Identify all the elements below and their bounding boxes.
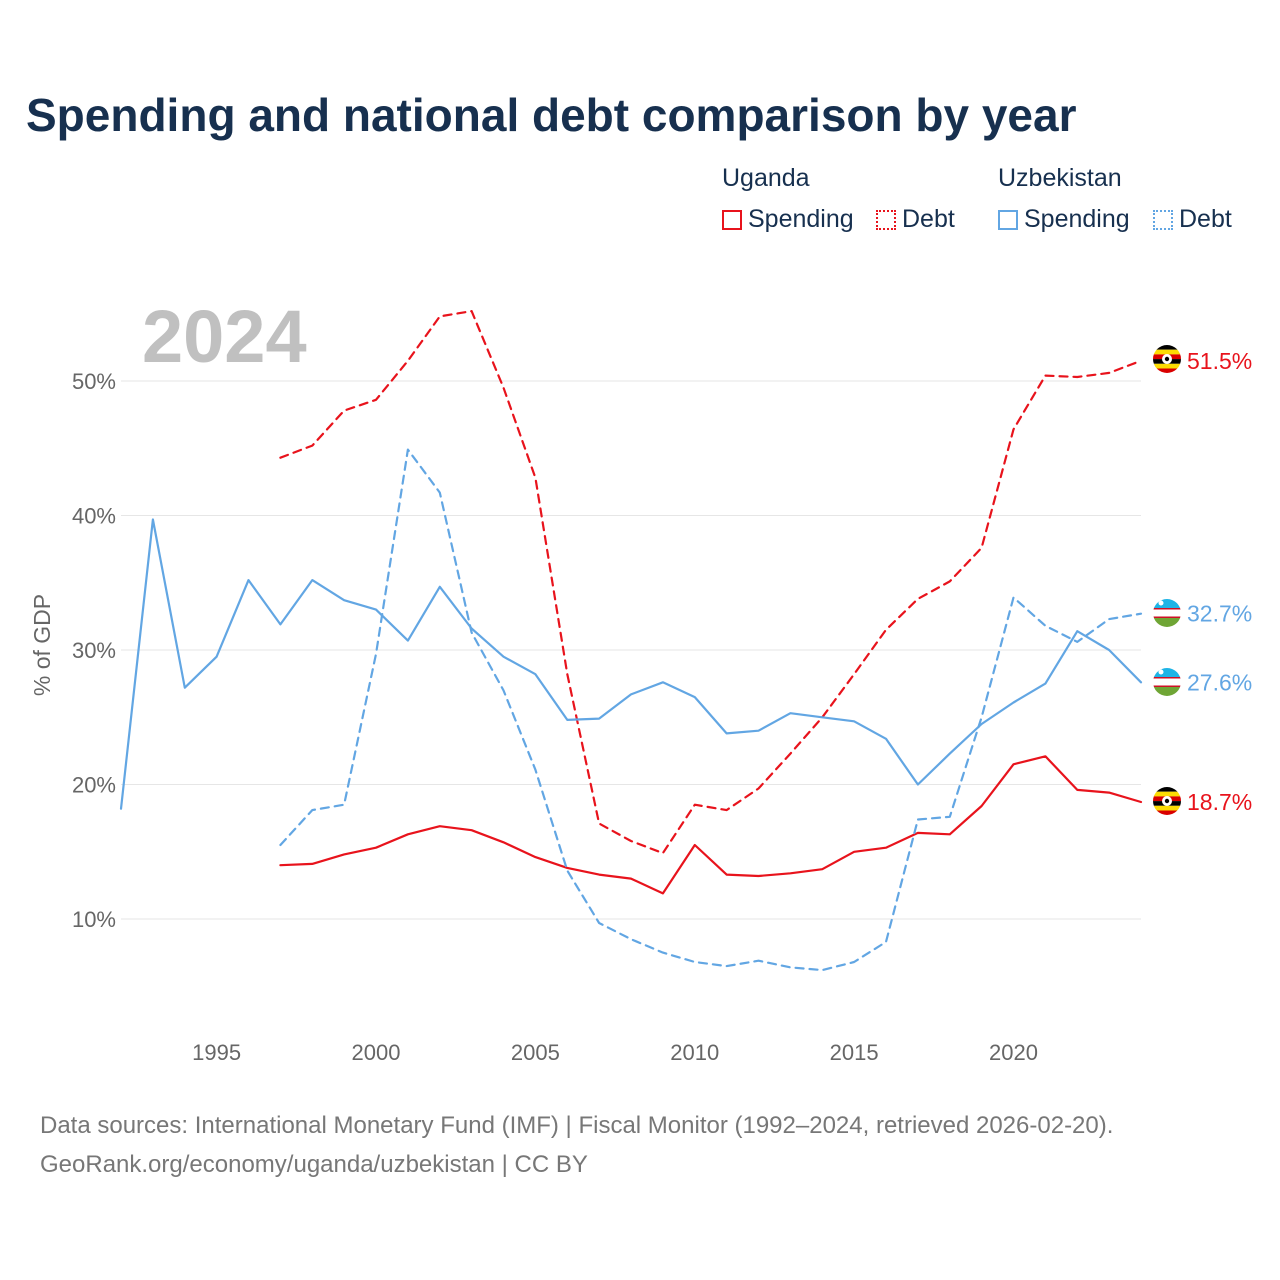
year-watermark: 2024 — [142, 295, 307, 378]
legend-uganda-spending-label: Spending — [748, 205, 854, 233]
legend-group-uganda: Uganda — [722, 164, 810, 192]
y-tick-label: 10% — [72, 907, 116, 932]
end-value-label: 32.7% — [1187, 601, 1252, 627]
legend-uganda-debt-label: Debt — [902, 205, 955, 233]
line-chart: 2024 % of GDP 10% 20% 30% 40% 50% 1995 2000 200… — [29, 295, 1252, 1065]
legend-uganda-debt[interactable]: Debt — [876, 205, 955, 234]
legend-uzbekistan-spending-swatch — [998, 209, 1018, 230]
data-sources-line-2[interactable]: GeoRank.org/economy/uganda/uzbekistan | … — [40, 1151, 588, 1178]
uganda-flag-icon — [1153, 345, 1181, 373]
x-tick-label: 2005 — [511, 1040, 560, 1065]
series-line-uzbekistan-debt[interactable] — [279, 448, 1143, 972]
flag-markers — [1153, 345, 1181, 815]
legend-group-uzbekistan: Uzbekistan — [998, 164, 1122, 192]
legend-uzbekistan-spending[interactable]: Spending — [998, 205, 1130, 234]
end-value-label: 18.7% — [1187, 789, 1252, 815]
legend-uzbekistan-debt-swatch — [1153, 209, 1173, 230]
series-line-uganda-debt[interactable] — [279, 310, 1143, 855]
data-sources: Data sources: International Monetary Fun… — [40, 1106, 1113, 1184]
legend-uzbekistan-debt[interactable]: Debt — [1153, 205, 1232, 234]
legend-uganda-spending-swatch — [722, 209, 742, 230]
legend-uzbekistan-spending-label: Spending — [1024, 205, 1130, 233]
x-tick-label: 1995 — [192, 1040, 241, 1065]
data-sources-line-1: Data sources: International Monetary Fun… — [40, 1112, 1114, 1139]
series-line-uzbekistan-spending[interactable] — [119, 518, 1143, 810]
series-line-uganda-spending[interactable] — [279, 755, 1143, 895]
x-tick-label: 2020 — [989, 1040, 1038, 1065]
uzbekistan-flag-icon — [1153, 668, 1181, 696]
x-tick-label: 2015 — [830, 1040, 879, 1065]
y-axis-label: % of GDP — [29, 594, 55, 696]
end-value-label: 27.6% — [1187, 669, 1252, 695]
end-value-label: 51.5% — [1187, 348, 1252, 374]
y-tick-label: 30% — [72, 638, 116, 663]
x-tick-label: 2010 — [670, 1040, 719, 1065]
uganda-flag-icon — [1153, 787, 1181, 815]
y-tick-label: 40% — [72, 504, 116, 529]
legend-uganda-spending[interactable]: Spending — [722, 205, 854, 234]
legend-uzbekistan-debt-label: Debt — [1179, 205, 1232, 233]
chart-title: Spending and national debt comparison by… — [26, 89, 1077, 141]
legend-uganda-debt-swatch — [876, 209, 896, 230]
x-tick-label: 2000 — [352, 1040, 401, 1065]
y-tick-label: 50% — [72, 369, 116, 394]
y-tick-label: 20% — [72, 773, 116, 798]
uzbekistan-flag-icon — [1153, 599, 1181, 627]
